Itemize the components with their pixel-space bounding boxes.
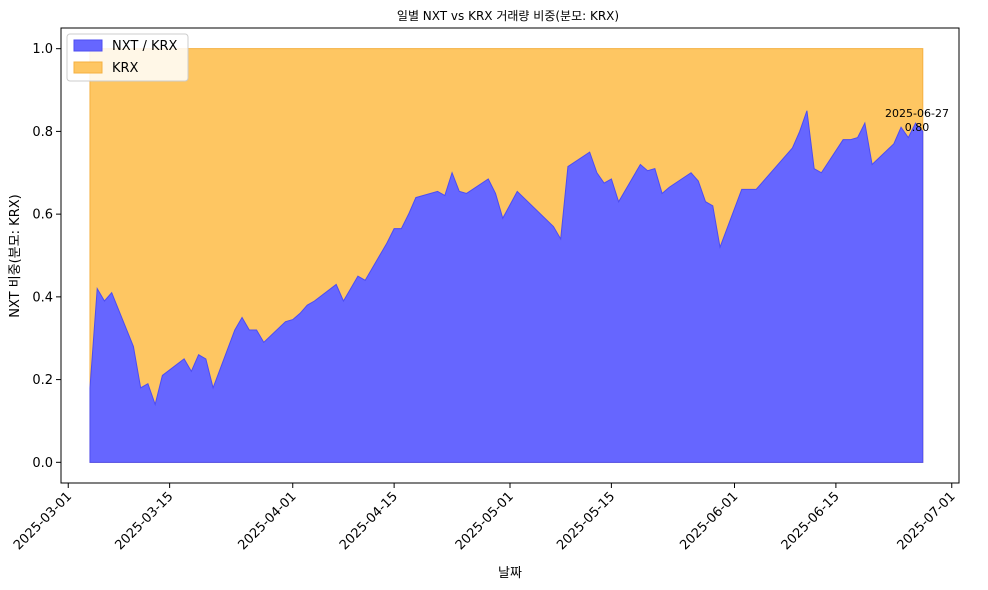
annotation-date: 2025-06-27 bbox=[885, 107, 949, 120]
legend-label-nxt: NXT / KRX bbox=[112, 39, 178, 54]
legend: NXT / KRX KRX bbox=[66, 33, 189, 82]
legend-label-krx: KRX bbox=[112, 61, 139, 76]
x-axis-label: 날짜 bbox=[498, 566, 522, 581]
y-tick-label: 0.2 bbox=[32, 373, 53, 388]
y-axis: 0.0 0.2 0.4 0.6 0.8 1.0 bbox=[32, 42, 61, 471]
y-tick-label: 0.0 bbox=[32, 456, 53, 471]
legend-swatch-nxt bbox=[73, 39, 103, 52]
nxt-krx-area bbox=[89, 110, 924, 463]
plot-area bbox=[60, 27, 960, 484]
last-point-annotation: 2025-06-27 0.80 bbox=[885, 107, 949, 134]
chart-title: 일별 NXT vs KRX 거래량 비중(분모: KRX) bbox=[397, 9, 619, 23]
legend-swatch-krx bbox=[73, 61, 103, 74]
annotation-value: 0.80 bbox=[905, 121, 930, 134]
y-tick-label: 0.6 bbox=[32, 208, 53, 223]
y-axis-label: NXT 비중(분모: KRX) bbox=[8, 194, 23, 317]
y-tick-label: 0.8 bbox=[32, 125, 53, 140]
y-tick-label: 1.0 bbox=[32, 42, 53, 57]
y-tick-label: 0.4 bbox=[32, 290, 53, 305]
